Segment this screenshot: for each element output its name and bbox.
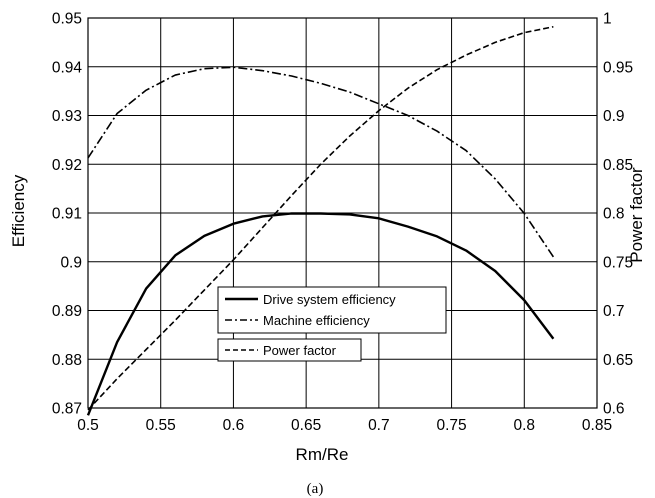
series-line-drive-system-efficiency	[86, 212, 555, 416]
y-left-tick-label: 0.94	[52, 59, 83, 76]
y-left-tick-label: 0.91	[52, 206, 82, 223]
y-left-tick-label: 0.92	[52, 157, 82, 174]
y-left-tick-label: 0.9	[60, 254, 82, 271]
legend-label-power-factor: Power factor	[263, 343, 337, 358]
x-tick-label: 0.6	[223, 417, 245, 434]
x-tick-label: 0.75	[436, 417, 466, 434]
legend-box-efficiency	[217, 286, 447, 334]
x-tick-label: 0.55	[146, 417, 176, 434]
y-left-tick-label: 0.88	[52, 352, 82, 369]
x-tick-label: 0.7	[368, 417, 390, 434]
legend-label-drive-system-efficiency: Drive system efficiency	[263, 292, 396, 307]
x-axis-label: Rm/Re	[296, 445, 349, 464]
y-right-tick-label: 1	[603, 11, 612, 28]
series-lines	[86, 25, 555, 416]
y-right-tick-label: 0.85	[603, 157, 633, 174]
y-right-tick-label: 0.6	[603, 401, 625, 418]
x-tick-label: 0.65	[291, 417, 321, 434]
y-right-tick-label: 0.95	[603, 59, 633, 76]
y-left-tick-label: 0.95	[52, 11, 82, 28]
x-tick-label: 0.5	[77, 417, 99, 434]
x-tick-label: 0.85	[582, 417, 612, 434]
y-right-tick-label: 0.65	[603, 352, 633, 369]
y-left-tick-label: 0.93	[52, 108, 82, 125]
legend-box-power-factor	[217, 338, 362, 362]
legend: Drive system efficiency Machine efficien…	[217, 286, 447, 362]
y-right-tick-label: 0.9	[603, 108, 625, 125]
series-line-machine-efficiency	[87, 66, 555, 258]
legend-label-machine-efficiency: Machine efficiency	[263, 313, 370, 328]
series-line-power-factor	[87, 25, 554, 411]
y-axis-left-label: Efficiency	[9, 174, 28, 247]
x-tick-label: 0.8	[514, 417, 536, 434]
y-axis-right-label: Power factor	[627, 167, 646, 263]
figure-caption: (a)	[307, 481, 324, 497]
y-right-tick-label: 0.75	[603, 254, 633, 271]
tick-labels: 0.5 0.55 0.6 0.65 0.7 0.75 0.8 0.85 0.87 0.88 0.89…	[52, 11, 633, 435]
y-left-tick-label: 0.89	[52, 303, 82, 320]
plot-frame	[87, 17, 598, 409]
y-right-tick-label: 0.7	[603, 303, 625, 320]
y-left-tick-label: 0.87	[52, 401, 82, 418]
y-right-tick-label: 0.8	[603, 206, 625, 223]
